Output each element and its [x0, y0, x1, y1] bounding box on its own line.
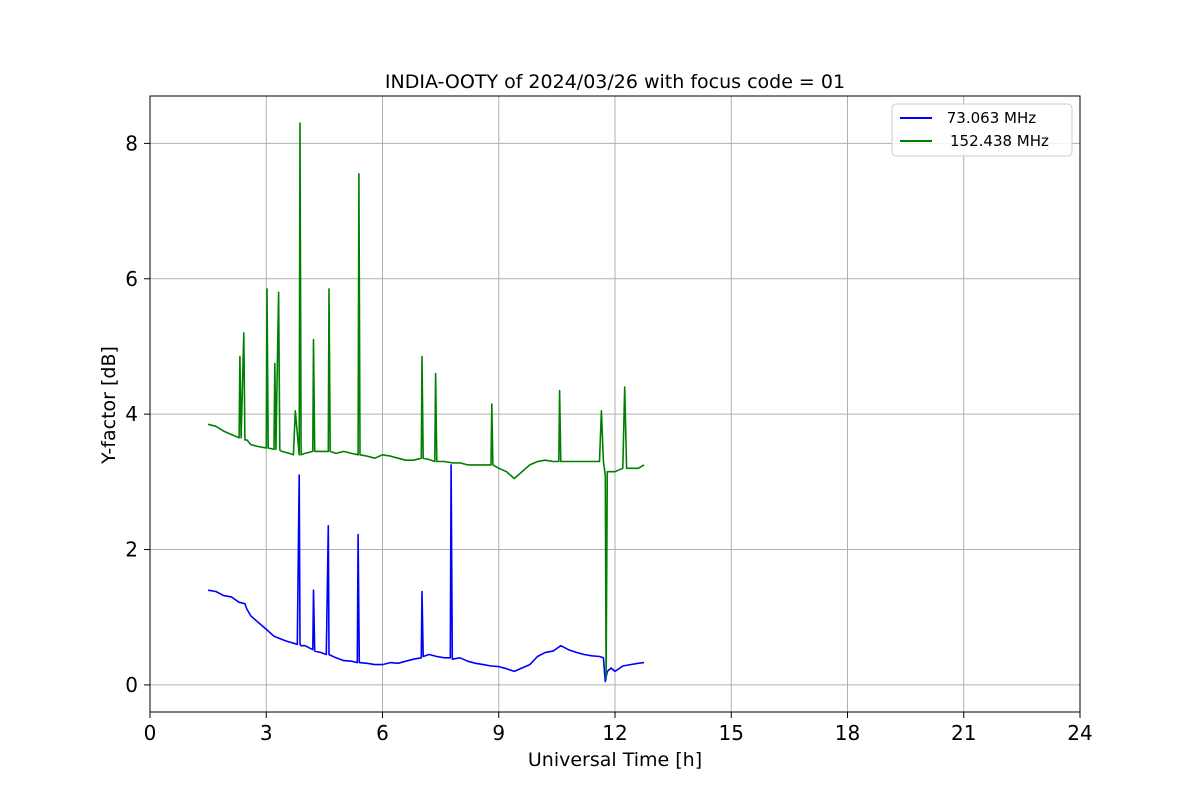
- x-tick-label: 21: [951, 721, 976, 745]
- x-tick-label: 3: [260, 721, 273, 745]
- x-tick-label: 24: [1067, 721, 1092, 745]
- x-tick-label: 6: [376, 721, 389, 745]
- x-axis: 0 3 6 9 12 15 18 21 24: [144, 712, 1093, 745]
- legend-label-73mhz: 73.063 MHz: [942, 109, 1036, 127]
- legend-label-152mhz: 152.438 MHz: [950, 132, 1049, 150]
- y-tick-label: 8: [125, 131, 138, 155]
- legend: 73.063 MHz 152.438 MHz: [891, 103, 1073, 157]
- x-tick-label: 0: [144, 721, 157, 745]
- x-tick-label: 12: [602, 721, 627, 745]
- y-axis-label: Y-factor [dB]: [98, 346, 120, 465]
- x-tick-label: 9: [492, 721, 505, 745]
- y-tick-label: 2: [125, 538, 138, 562]
- y-axis: 0 2 4 6 8: [125, 131, 150, 697]
- series-73mhz-line: [207, 464, 645, 683]
- x-tick-label: 18: [835, 721, 860, 745]
- legend-box: [891, 103, 1073, 157]
- y-tick-label: 6: [125, 267, 138, 291]
- x-tick-label: 15: [719, 721, 744, 745]
- chart-title: INDIA-OOTY of 2024/03/26 with focus code…: [385, 71, 845, 93]
- plot-area: [207, 122, 645, 683]
- x-axis-label: Universal Time [h]: [528, 749, 702, 771]
- y-tick-label: 0: [125, 673, 138, 697]
- y-tick-label: 4: [125, 402, 138, 426]
- series-152mhz-line: [207, 122, 645, 680]
